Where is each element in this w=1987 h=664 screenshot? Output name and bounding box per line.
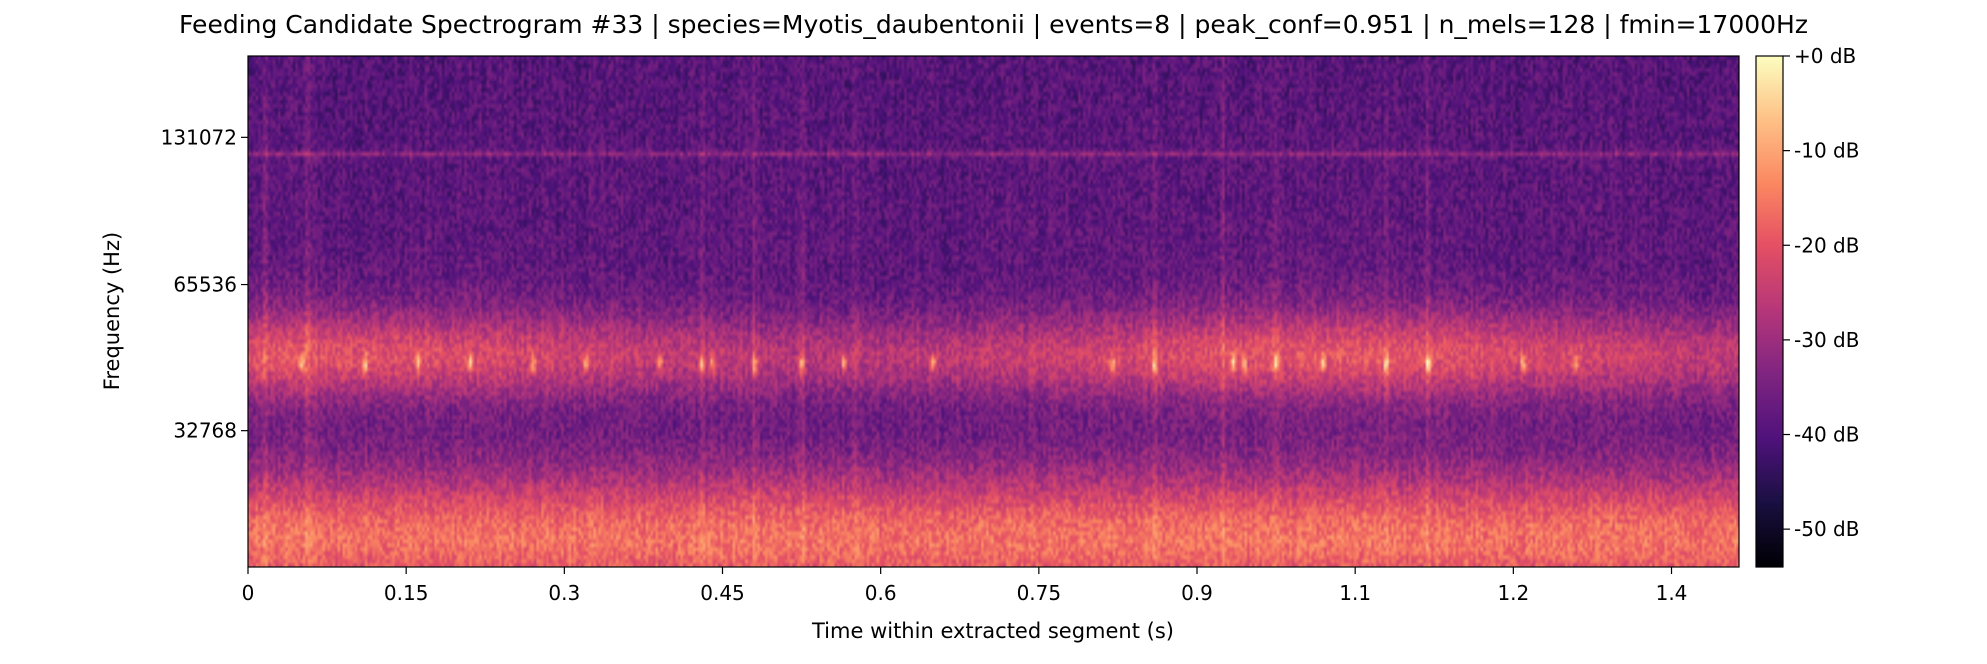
colorbar-tick-label: -50 dB bbox=[1794, 517, 1859, 541]
x-axis-ticks: 0 0.15 0.3 0.45 0.6 0.75 0.9 1.1 1.2 1.4 bbox=[242, 567, 1688, 605]
x-tick-label: 0.45 bbox=[700, 581, 745, 605]
y-axis-label: Frequency (Hz) bbox=[100, 232, 124, 390]
x-tick-label: 1.1 bbox=[1339, 581, 1371, 605]
colorbar-frame bbox=[1755, 55, 1784, 568]
x-tick-label: 1.2 bbox=[1497, 581, 1529, 605]
colorbar-tick-label: -30 dB bbox=[1794, 328, 1859, 352]
x-tick-label: 1.4 bbox=[1656, 581, 1688, 605]
spectrogram-heatmap bbox=[248, 56, 1739, 567]
x-tick-label: 0.75 bbox=[1017, 581, 1062, 605]
colorbar-tick-label: +0 dB bbox=[1794, 44, 1856, 68]
y-axis-ticks: 32768 65536 131072 bbox=[161, 125, 248, 443]
x-tick-label: 0 bbox=[242, 581, 255, 605]
y-tick-label: 65536 bbox=[173, 273, 237, 297]
chart-title: Feeding Candidate Spectrogram #33 | spec… bbox=[179, 10, 1808, 39]
colorbar-tick-label: -10 dB bbox=[1794, 139, 1859, 163]
x-tick-label: 0.6 bbox=[865, 581, 897, 605]
x-tick-label: 0.15 bbox=[384, 581, 429, 605]
colorbar-ticks: +0 dB -10 dB -20 dB -30 dB -40 dB -50 dB bbox=[1783, 44, 1859, 541]
x-tick-label: 0.9 bbox=[1181, 581, 1213, 605]
x-tick-label: 0.3 bbox=[548, 581, 580, 605]
plot-frame bbox=[247, 55, 1740, 568]
x-axis-label: Time within extracted segment (s) bbox=[811, 619, 1174, 643]
y-tick-label: 32768 bbox=[173, 419, 237, 443]
colorbar-tick-label: -20 dB bbox=[1794, 233, 1859, 257]
y-tick-label: 131072 bbox=[161, 125, 237, 149]
colorbar-gradient bbox=[1756, 56, 1783, 567]
colorbar-tick-label: -40 dB bbox=[1794, 423, 1859, 447]
